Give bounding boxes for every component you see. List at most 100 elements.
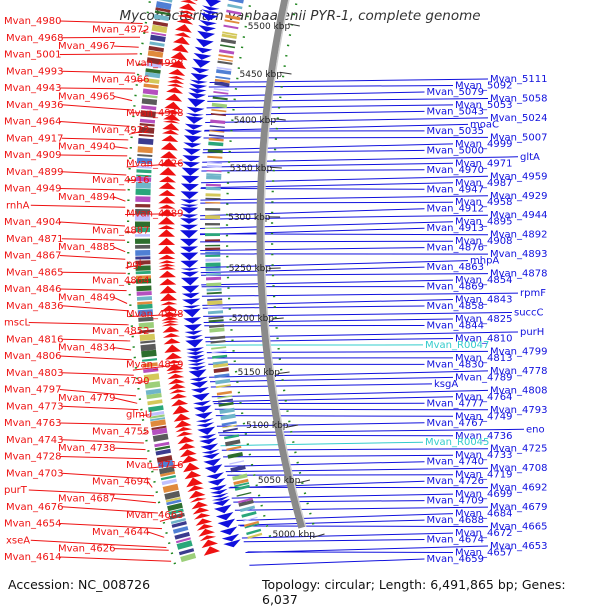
label-leader-line (62, 306, 128, 311)
forward-gene (171, 399, 188, 406)
reverse-gene (206, 472, 224, 479)
reverse-gene (220, 527, 237, 536)
cog-feature (214, 373, 229, 378)
reverse-gene (182, 293, 200, 299)
label-leader-line (62, 37, 140, 38)
feature-label-right: Mvan_4858 (427, 301, 484, 312)
feature-label-right: Mvan_4876 (427, 243, 484, 254)
forward-gene (159, 279, 176, 286)
feature-label-left: Mvan_4790 (92, 376, 149, 387)
forward-gene (172, 44, 189, 52)
cog-feature (205, 215, 220, 219)
feature-label-right: Mvan_5035 (427, 126, 484, 137)
feature-label-left: Mvan_4899 (6, 167, 63, 178)
cog-feature (227, 4, 242, 10)
scale-label: 5150 kbp (238, 368, 281, 378)
label-leader-line (210, 377, 453, 381)
label-leader-line (60, 457, 147, 459)
label-leader-line (114, 96, 132, 100)
cog-feature (223, 25, 238, 30)
cog-feature (206, 193, 221, 196)
cog-feature (207, 288, 222, 291)
feature-label-left: Mvan_4779 (58, 393, 115, 404)
scale-label: 5000 kbp (273, 530, 316, 540)
reverse-gene (185, 124, 203, 130)
feature-label-right: Mvan_4767 (427, 418, 484, 429)
feature-label-left: Mvan_4803 (6, 368, 63, 379)
label-leader-line (209, 86, 453, 88)
reverse-gene (180, 246, 198, 252)
forward-gene (181, 456, 198, 464)
cog-feature (211, 346, 226, 349)
forward-gene (163, 326, 180, 333)
forward-gene (167, 79, 184, 84)
label-leader-line (202, 300, 453, 306)
feature-label-left: Mvan_4993 (6, 66, 63, 77)
reverse-gene (188, 98, 206, 107)
scale-label: 5500 kbp (248, 22, 291, 32)
label-leader-line (211, 384, 432, 387)
label-leader-line (114, 197, 126, 201)
forward-gene (164, 345, 181, 353)
reverse-gene (183, 142, 201, 147)
reverse-gene (183, 317, 201, 324)
reverse-gene (191, 73, 209, 81)
cog-feature (220, 414, 235, 421)
forward-gene (169, 389, 186, 394)
reverse-gene (180, 199, 198, 203)
reverse-gene (195, 412, 213, 419)
reverse-gene (193, 401, 211, 406)
feature-label-left: Mvan_4889 (126, 209, 183, 220)
scale-label: 5100 kbp (246, 421, 289, 431)
label-leader-line (207, 351, 488, 352)
feature-label-left: xseA (6, 535, 30, 546)
forward-gene (159, 266, 176, 270)
cog-feature (135, 245, 150, 249)
feature-label-right: Mvan_4869 (427, 282, 484, 293)
label-leader-line (200, 248, 424, 251)
feature-label-left: Mvan_4852 (92, 326, 149, 337)
accession-label: Accession: NC_008726 (8, 577, 150, 592)
feature-label-left: Mvan_4904 (4, 217, 61, 228)
label-leader-line (219, 435, 453, 436)
reverse-gene (180, 230, 198, 238)
cog-feature (207, 300, 222, 305)
feature-label-right: Mvan_R0047 (425, 340, 489, 351)
cog-feature (213, 97, 228, 101)
reverse-gene (181, 285, 199, 293)
forward-gene (160, 302, 177, 306)
forward-gene (168, 69, 185, 76)
reverse-gene (188, 366, 206, 370)
reverse-gene (184, 135, 202, 143)
feature-label-left: Mvan_4967 (58, 41, 115, 52)
cog-feature (226, 10, 241, 15)
reverse-gene (181, 277, 199, 285)
label-leader-line (223, 455, 453, 457)
label-leader-line (114, 46, 139, 47)
forward-gene (158, 255, 175, 260)
reverse-gene (192, 67, 210, 73)
label-leader-line (212, 390, 488, 396)
feature-label-left: purT (4, 485, 28, 496)
reverse-gene (182, 162, 200, 168)
forward-gene (179, 4, 196, 12)
reverse-gene (214, 505, 232, 514)
label-leader-line (60, 155, 127, 156)
cog-feature (205, 239, 220, 241)
feature-label-left: rnhA (6, 200, 30, 211)
cog-feature (221, 38, 236, 44)
cog-feature (207, 170, 222, 172)
feature-label-left: Mvan_4916 (92, 175, 149, 186)
feature-label-right: Mvan_5043 (427, 106, 484, 117)
cog-feature (206, 277, 221, 281)
reverse-gene (183, 305, 201, 308)
reverse-gene (185, 335, 203, 339)
label-leader-line (114, 348, 131, 350)
cog-feature (216, 384, 231, 388)
cog-feature (143, 89, 158, 96)
cog-feature (241, 511, 256, 518)
label-leader-line (114, 398, 137, 403)
label-leader-line (62, 239, 125, 240)
feature-label-left: Mvan_4816 (6, 334, 63, 345)
feature-label-left: Mvan_4871 (6, 234, 63, 245)
